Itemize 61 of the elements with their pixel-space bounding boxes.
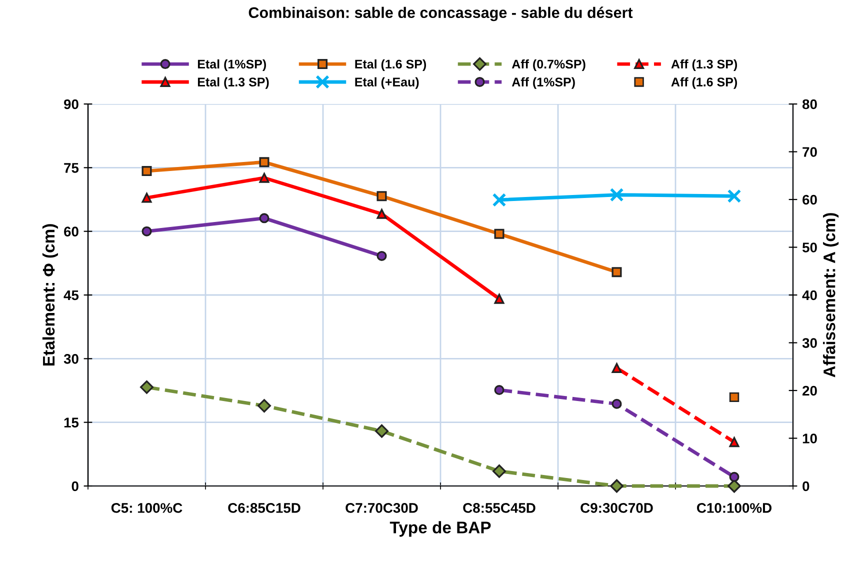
y-tick-label: 0 xyxy=(72,481,78,492)
point xyxy=(258,399,271,413)
point xyxy=(140,380,154,394)
point xyxy=(612,363,622,374)
legend-label: Aff (1.3 SP) xyxy=(671,59,737,72)
y-tick-label: 75 xyxy=(64,163,79,173)
point xyxy=(259,172,270,183)
point xyxy=(492,192,506,207)
x-tick-label: C9:30C70D xyxy=(580,503,653,513)
point xyxy=(376,208,387,219)
point xyxy=(612,398,622,409)
point xyxy=(494,385,504,396)
point xyxy=(492,464,506,478)
point xyxy=(610,479,624,493)
y2-tick-label: 20 xyxy=(802,386,817,396)
point xyxy=(142,192,152,203)
y2-tick-label: 10 xyxy=(802,434,817,444)
point xyxy=(259,213,270,224)
y2-tick-label: 0 xyxy=(802,481,810,492)
point xyxy=(729,437,740,448)
legend-label: Aff (1.6 SP) xyxy=(671,77,737,89)
point xyxy=(142,226,152,236)
y-tick-label: 60 xyxy=(64,226,78,237)
y-tick-label: 90 xyxy=(64,99,78,110)
y-axis-title: Etalement: Φ (cm) xyxy=(42,224,58,366)
point xyxy=(376,250,387,261)
x-tick-label: C8:55C45D xyxy=(463,503,536,513)
point xyxy=(727,189,742,204)
legend-label: Etal (1.3 SP) xyxy=(198,77,269,89)
point xyxy=(728,479,741,493)
x-tick-label: C5: 100%C xyxy=(111,503,182,513)
y-tick-label: 45 xyxy=(64,290,79,300)
point xyxy=(375,424,388,438)
x-tick-label: C10:100%D xyxy=(696,503,772,513)
point xyxy=(376,191,387,202)
point xyxy=(610,188,624,202)
legend-label: Aff (0.7%SP) xyxy=(512,59,586,72)
y-tick-label: 15 xyxy=(64,418,79,428)
point xyxy=(259,157,270,168)
point xyxy=(729,472,740,482)
point xyxy=(142,166,152,176)
y2-tick-label: 70 xyxy=(802,147,817,157)
y2-axis-title: Affaissement: A (cm) xyxy=(823,213,839,378)
y2-tick-label: 60 xyxy=(802,194,817,205)
legend-label: Aff (1%SP) xyxy=(512,77,575,89)
x-axis-title: Type de BAP xyxy=(390,521,491,537)
y2-tick-label: 40 xyxy=(802,290,817,300)
point xyxy=(729,392,740,402)
y2-tick-label: 80 xyxy=(802,99,817,110)
point xyxy=(494,228,504,239)
point xyxy=(494,294,504,304)
y2-tick-label: 30 xyxy=(802,338,817,348)
x-tick-label: C6:85C15D xyxy=(228,503,300,513)
point xyxy=(612,267,622,278)
chart-title: Combinaison: sable de concassage - sable du désert xyxy=(248,6,633,22)
legend-label: Etal (1%SP) xyxy=(198,59,266,72)
y-tick-label: 30 xyxy=(64,354,78,364)
x-tick-label: C7:70C30D xyxy=(346,503,418,513)
y2-tick-label: 50 xyxy=(802,242,817,252)
legend-label: Etal (1.6 SP) xyxy=(355,59,426,72)
legend-label: Etal (+Eau) xyxy=(355,77,419,89)
